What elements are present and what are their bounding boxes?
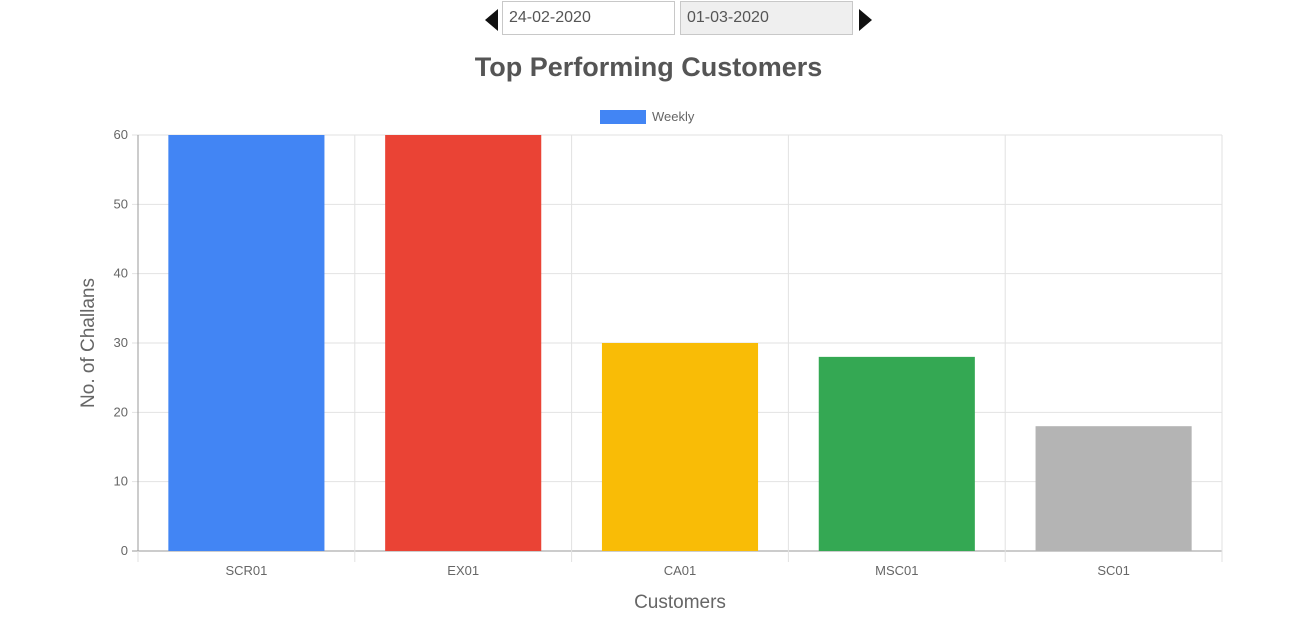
x-tick-label: SCR01	[225, 563, 267, 578]
legend-swatch[interactable]	[600, 110, 646, 124]
start-date-input[interactable]	[502, 1, 675, 35]
bar-sc01[interactable]	[1035, 426, 1192, 551]
bar-msc01[interactable]	[818, 356, 975, 551]
y-tick-label: 60	[114, 127, 128, 142]
end-date-input[interactable]	[680, 1, 853, 35]
y-tick-label: 40	[114, 266, 128, 281]
chart-title: Top Performing Customers	[474, 52, 823, 82]
chart-bars	[168, 135, 1192, 551]
next-week-arrow-icon[interactable]	[859, 9, 872, 31]
bar-ca01[interactable]	[601, 343, 759, 551]
x-tick-label: EX01	[447, 563, 479, 578]
legend-label[interactable]: Weekly	[652, 109, 695, 124]
bar-ex01[interactable]	[385, 135, 542, 551]
bar-scr01[interactable]	[168, 135, 325, 551]
y-tick-label: 30	[114, 335, 128, 350]
x-tick-label: SC01	[1097, 563, 1130, 578]
y-tick-label: 50	[114, 196, 128, 211]
x-tick-label: CA01	[664, 563, 697, 578]
y-tick-label: 10	[114, 474, 128, 489]
x-axis-label: Customers	[634, 592, 726, 613]
previous-week-arrow-icon[interactable]	[485, 9, 498, 31]
x-tick-label: MSC01	[875, 563, 918, 578]
y-tick-label: 0	[121, 543, 128, 558]
y-axis-label: No. of Challans	[78, 278, 99, 408]
chart-legend: Weekly	[600, 109, 695, 124]
y-tick-label: 20	[114, 404, 128, 419]
chart-axes: 0 10 20 30 40 50 60 SCR01 EX01 CA01 MSC01 SC01	[114, 127, 1130, 578]
